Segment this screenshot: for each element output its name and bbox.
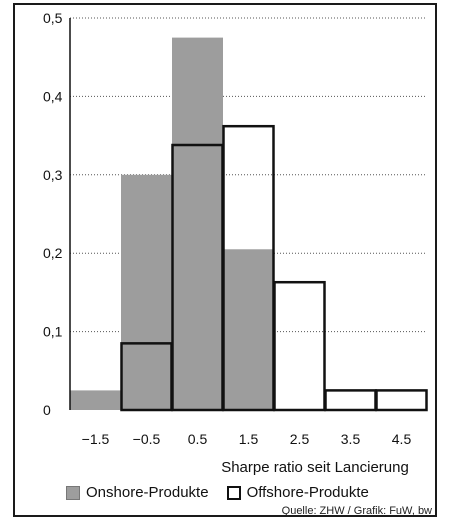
source-note: Quelle: ZHW / Grafik: FuW, bw: [281, 505, 432, 517]
x-tick-label: 4.5: [392, 431, 412, 447]
x-tick-label: −0.5: [133, 431, 161, 447]
offshore-bar: [222, 124, 275, 412]
onshore-bar: [172, 37, 223, 410]
y-axis-ticks: 0 0,1 0,2 0,3 0,4 0,5: [43, 10, 63, 418]
offshore-bar: [324, 389, 377, 412]
legend-label-offshore: Offshore-Produkte: [246, 484, 369, 501]
legend-swatch-offshore: [226, 485, 241, 500]
x-tick-label: 0.5: [188, 431, 208, 447]
y-tick-label: 0,3: [43, 167, 63, 183]
onshore-series: [70, 37, 274, 410]
x-tick-label: −1.5: [82, 431, 110, 447]
offshore-bar: [273, 280, 326, 412]
offshore-bar: [375, 389, 428, 412]
legend-label-onshore: Onshore-Produkte: [86, 484, 209, 501]
onshore-bar: [70, 390, 121, 410]
legend-swatch-onshore: [66, 485, 80, 500]
y-tick-label: 0,2: [43, 245, 63, 261]
onshore-bar: [223, 249, 274, 410]
y-tick-label: 0: [43, 402, 51, 418]
x-axis-label: Sharpe ratio seit Lancierung: [221, 459, 409, 476]
y-tick-label: 0,4: [43, 88, 63, 104]
x-tick-label: 1.5: [239, 431, 259, 447]
onshore-bar: [121, 174, 172, 410]
y-tick-label: 0,1: [43, 324, 63, 340]
chart-frame: [13, 3, 437, 517]
y-tick-label: 0,5: [43, 10, 63, 26]
x-tick-label: 2.5: [290, 431, 310, 447]
x-tick-label: 3.5: [341, 431, 361, 447]
legend: Onshore-Produkte Offshore-Produkte: [66, 484, 369, 501]
offshore-series: [120, 124, 428, 412]
x-axis-ticks: −1.5 −0.5 0.5 1.5 2.5 3.5 4.5: [82, 431, 412, 447]
grid-lines: [70, 17, 427, 333]
